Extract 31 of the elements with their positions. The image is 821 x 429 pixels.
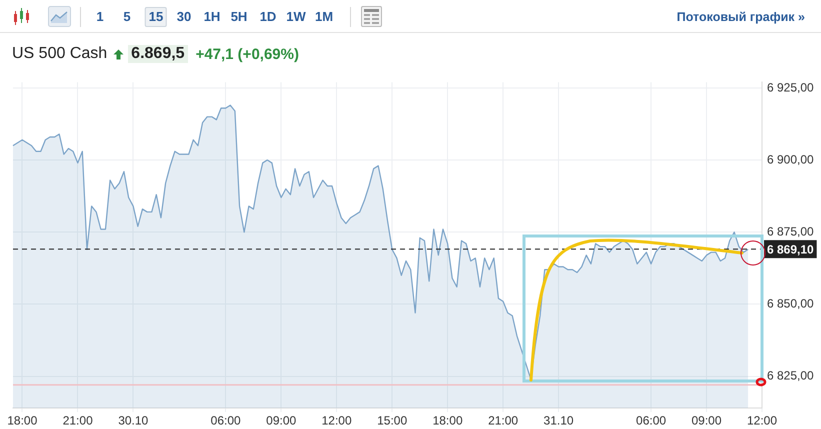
text: 1D (258, 8, 278, 26)
x-tick-label: 18:00 (7, 414, 38, 428)
x-tick-label: 15:00 (377, 414, 408, 428)
x-tick-label: 06:00 (636, 414, 666, 428)
ref-line-label: 6 869,10 (767, 242, 814, 256)
chart-subtitle: 6.869,5 +47,1 (+0,69%) (130, 45, 299, 63)
x-tick-label: 30.10 (118, 414, 149, 428)
x-tick-label: 09:00 (692, 414, 722, 428)
text: 15 (144, 7, 168, 27)
x-tick-label: 09:00 (266, 414, 296, 428)
x-tick-label: 12:00 (322, 414, 352, 428)
x-tick-label: 12:00 (746, 414, 778, 428)
chart-title: US 500 Cash (12, 45, 108, 63)
text: 5H (230, 8, 248, 26)
x-tick-label: 21:00 (62, 414, 94, 428)
x-tick-label: 18:00 (432, 414, 463, 428)
text: 1H (202, 8, 222, 26)
y-tick-label: 6 875,00 (767, 224, 814, 238)
x-tick-label: 21:00 (488, 414, 518, 428)
x-tick-label: 06:00 (210, 414, 242, 428)
text: 1M (314, 8, 334, 26)
text: 30 (176, 8, 192, 26)
x-tick-label: 31.10 (544, 414, 574, 428)
text: 1 (95, 8, 105, 26)
y-tick-label: 6 900,00 (767, 152, 814, 166)
y-tick-label: 6 925,00 (767, 80, 814, 94)
y-tick-label: 6 825,00 (767, 368, 814, 383)
text: 5 (122, 8, 132, 26)
text: Потоковый график » (676, 9, 805, 26)
text: 1W (285, 8, 307, 26)
y-tick-label: 6 850,00 (767, 296, 814, 311)
